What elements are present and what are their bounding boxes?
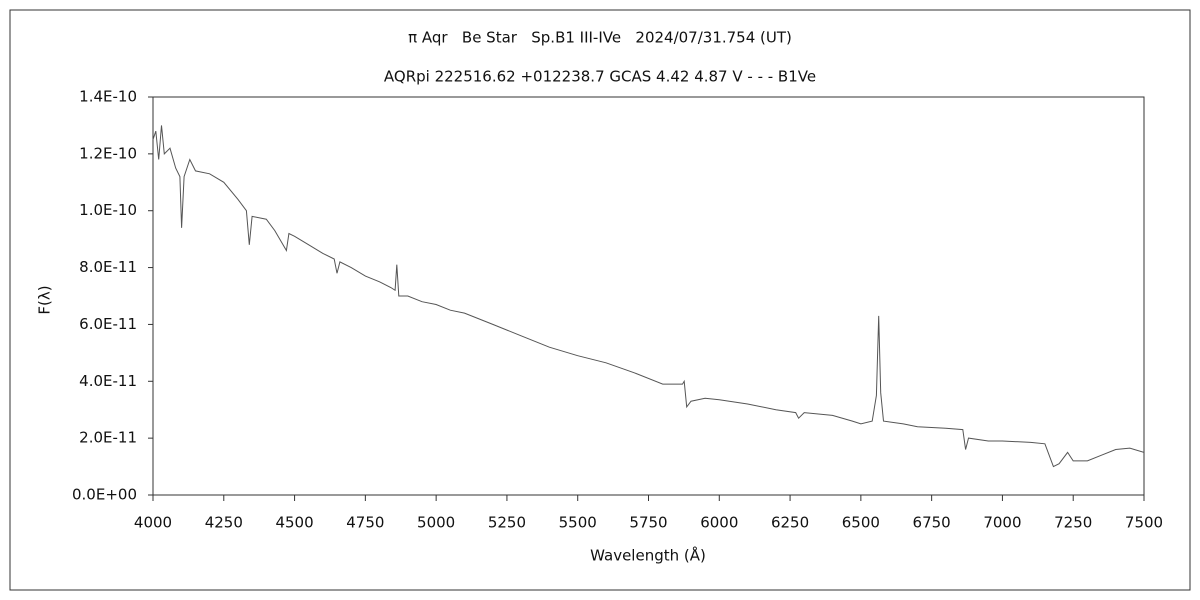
y-tick-label: 8.0E-11 — [79, 258, 137, 276]
x-tick-label: 7500 — [1125, 514, 1163, 532]
x-tick-label: 4500 — [275, 514, 313, 532]
y-axis-label: F(λ) — [36, 285, 54, 314]
frame — [9, 9, 1191, 591]
x-axis-label: Wavelength (Å) — [590, 546, 706, 565]
plot-area — [152, 96, 1145, 496]
x-tick-label: 7250 — [1054, 514, 1092, 532]
x-tick-label: 4000 — [134, 514, 172, 532]
chart-subtitle: AQRpi 222516.62 +012238.7 GCAS 4.42 4.87… — [384, 68, 816, 86]
y-tick-label: 6.0E-11 — [79, 315, 137, 333]
x-tick-label: 6250 — [771, 514, 809, 532]
x-tick-label: 4750 — [346, 514, 384, 532]
spectrum-line — [152, 125, 1145, 468]
y-tick-label: 0.0E+00 — [72, 486, 137, 504]
y-tick-label: 1.0E-10 — [79, 201, 137, 219]
x-tick-label: 5250 — [488, 514, 526, 532]
chart-title: π Aqr Be Star Sp.B1 III-IVe 2024/07/31.7… — [408, 29, 792, 47]
x-tick-label: 4250 — [205, 514, 243, 532]
x-tick-label: 5750 — [629, 514, 667, 532]
x-tick-label: 6750 — [913, 514, 951, 532]
x-tick-label: 5500 — [559, 514, 597, 532]
y-tick-label: 1.2E-10 — [79, 144, 137, 162]
x-tick-label: 6500 — [842, 514, 880, 532]
x-tick-label: 7000 — [983, 514, 1021, 532]
y-tick-label: 1.4E-10 — [79, 88, 137, 106]
y-tick-label: 2.0E-11 — [79, 429, 137, 447]
x-tick-label: 6000 — [700, 514, 738, 532]
x-tick-label: 5000 — [417, 514, 455, 532]
y-tick-label: 4.0E-11 — [79, 372, 137, 390]
